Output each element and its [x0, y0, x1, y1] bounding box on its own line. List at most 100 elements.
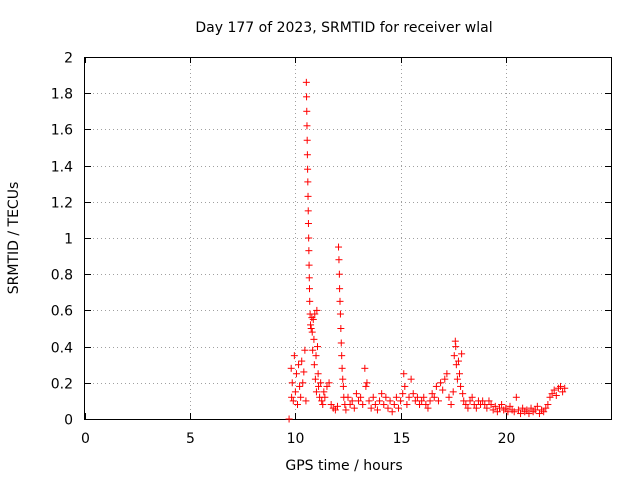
data-point [546, 393, 554, 401]
data-point [303, 93, 311, 101]
data-point [309, 315, 317, 323]
data-point [523, 406, 531, 414]
data-point [382, 393, 390, 401]
data-point [454, 357, 462, 365]
x-tick-label: 15 [393, 431, 411, 447]
data-point [519, 404, 527, 412]
data-point [299, 379, 307, 387]
data-point [339, 382, 347, 390]
data-point [285, 415, 293, 423]
data-point [561, 384, 569, 392]
data-point [457, 382, 465, 390]
data-point [394, 404, 402, 412]
data-point [367, 404, 375, 412]
data-point [305, 285, 313, 293]
data-point [292, 370, 300, 378]
data-point [426, 397, 434, 405]
y-tick-label: 1.8 [51, 87, 73, 103]
data-point [552, 391, 560, 399]
y-tick-label: 0.8 [51, 268, 73, 284]
data-point [311, 310, 319, 318]
data-point [380, 401, 388, 409]
data-point [411, 397, 419, 405]
data-point [310, 335, 318, 343]
data-point [403, 401, 411, 409]
data-point [531, 406, 539, 414]
data-point [297, 393, 305, 401]
data-point [317, 379, 325, 387]
data-point [559, 388, 567, 396]
data-point [512, 393, 520, 401]
data-point [305, 274, 313, 282]
data-point [294, 401, 302, 409]
data-point [439, 386, 447, 394]
data-point [331, 406, 339, 414]
data-point [303, 136, 311, 144]
data-point [373, 406, 381, 414]
data-point [397, 397, 405, 405]
data-point [323, 382, 331, 390]
data-point [305, 247, 313, 255]
data-point [350, 404, 358, 412]
x-tick-label: 10 [287, 431, 305, 447]
data-point [295, 361, 303, 369]
data-point [453, 375, 461, 383]
data-point [342, 406, 350, 414]
data-point [458, 350, 466, 358]
data-point [386, 397, 394, 405]
data-point [525, 410, 533, 418]
data-point [460, 397, 468, 405]
data-point [470, 401, 478, 409]
data-point [378, 390, 386, 398]
y-tick-label: 1 [64, 232, 73, 248]
data-point [452, 343, 460, 351]
y-tick-label: 1.2 [51, 196, 73, 212]
data-point [464, 404, 472, 412]
data-point [430, 393, 438, 401]
data-point [542, 404, 550, 412]
data-point [314, 370, 322, 378]
data-point [392, 393, 400, 401]
data-point [336, 285, 344, 293]
data-point [441, 375, 449, 383]
data-point [445, 393, 453, 401]
y-tick-label: 0.4 [51, 341, 73, 357]
data-point [321, 393, 329, 401]
data-point [336, 310, 344, 318]
data-point [365, 397, 373, 405]
data-point [304, 178, 312, 186]
data-point [307, 325, 315, 332]
grid [85, 57, 611, 419]
y-tick-label: 1.4 [51, 160, 73, 176]
data-point [303, 151, 311, 159]
data-point [338, 352, 346, 360]
data-point [483, 404, 491, 412]
data-point [456, 370, 464, 378]
data-point [361, 364, 369, 372]
data-point [327, 401, 335, 409]
data-point [296, 382, 304, 390]
x-axis-tick-labels: 0 5 10 15 20 [81, 431, 515, 447]
plot-frame [84, 57, 612, 420]
data-point [344, 393, 352, 401]
data-point [432, 382, 440, 390]
data-point [466, 397, 474, 405]
data-point [369, 393, 377, 401]
data-point [479, 397, 487, 405]
data-point [335, 256, 343, 264]
data-point [319, 401, 327, 409]
data-point [304, 220, 312, 228]
data-point [307, 321, 315, 329]
data-point [336, 297, 344, 305]
data-point [288, 393, 296, 401]
data-point [409, 390, 417, 398]
data-point [291, 388, 299, 396]
data-point [359, 401, 367, 409]
data-point [443, 370, 451, 378]
data-point [315, 382, 323, 390]
data-point [407, 375, 415, 383]
data-point [468, 393, 476, 401]
data-point [449, 388, 457, 396]
data-point [495, 404, 503, 412]
